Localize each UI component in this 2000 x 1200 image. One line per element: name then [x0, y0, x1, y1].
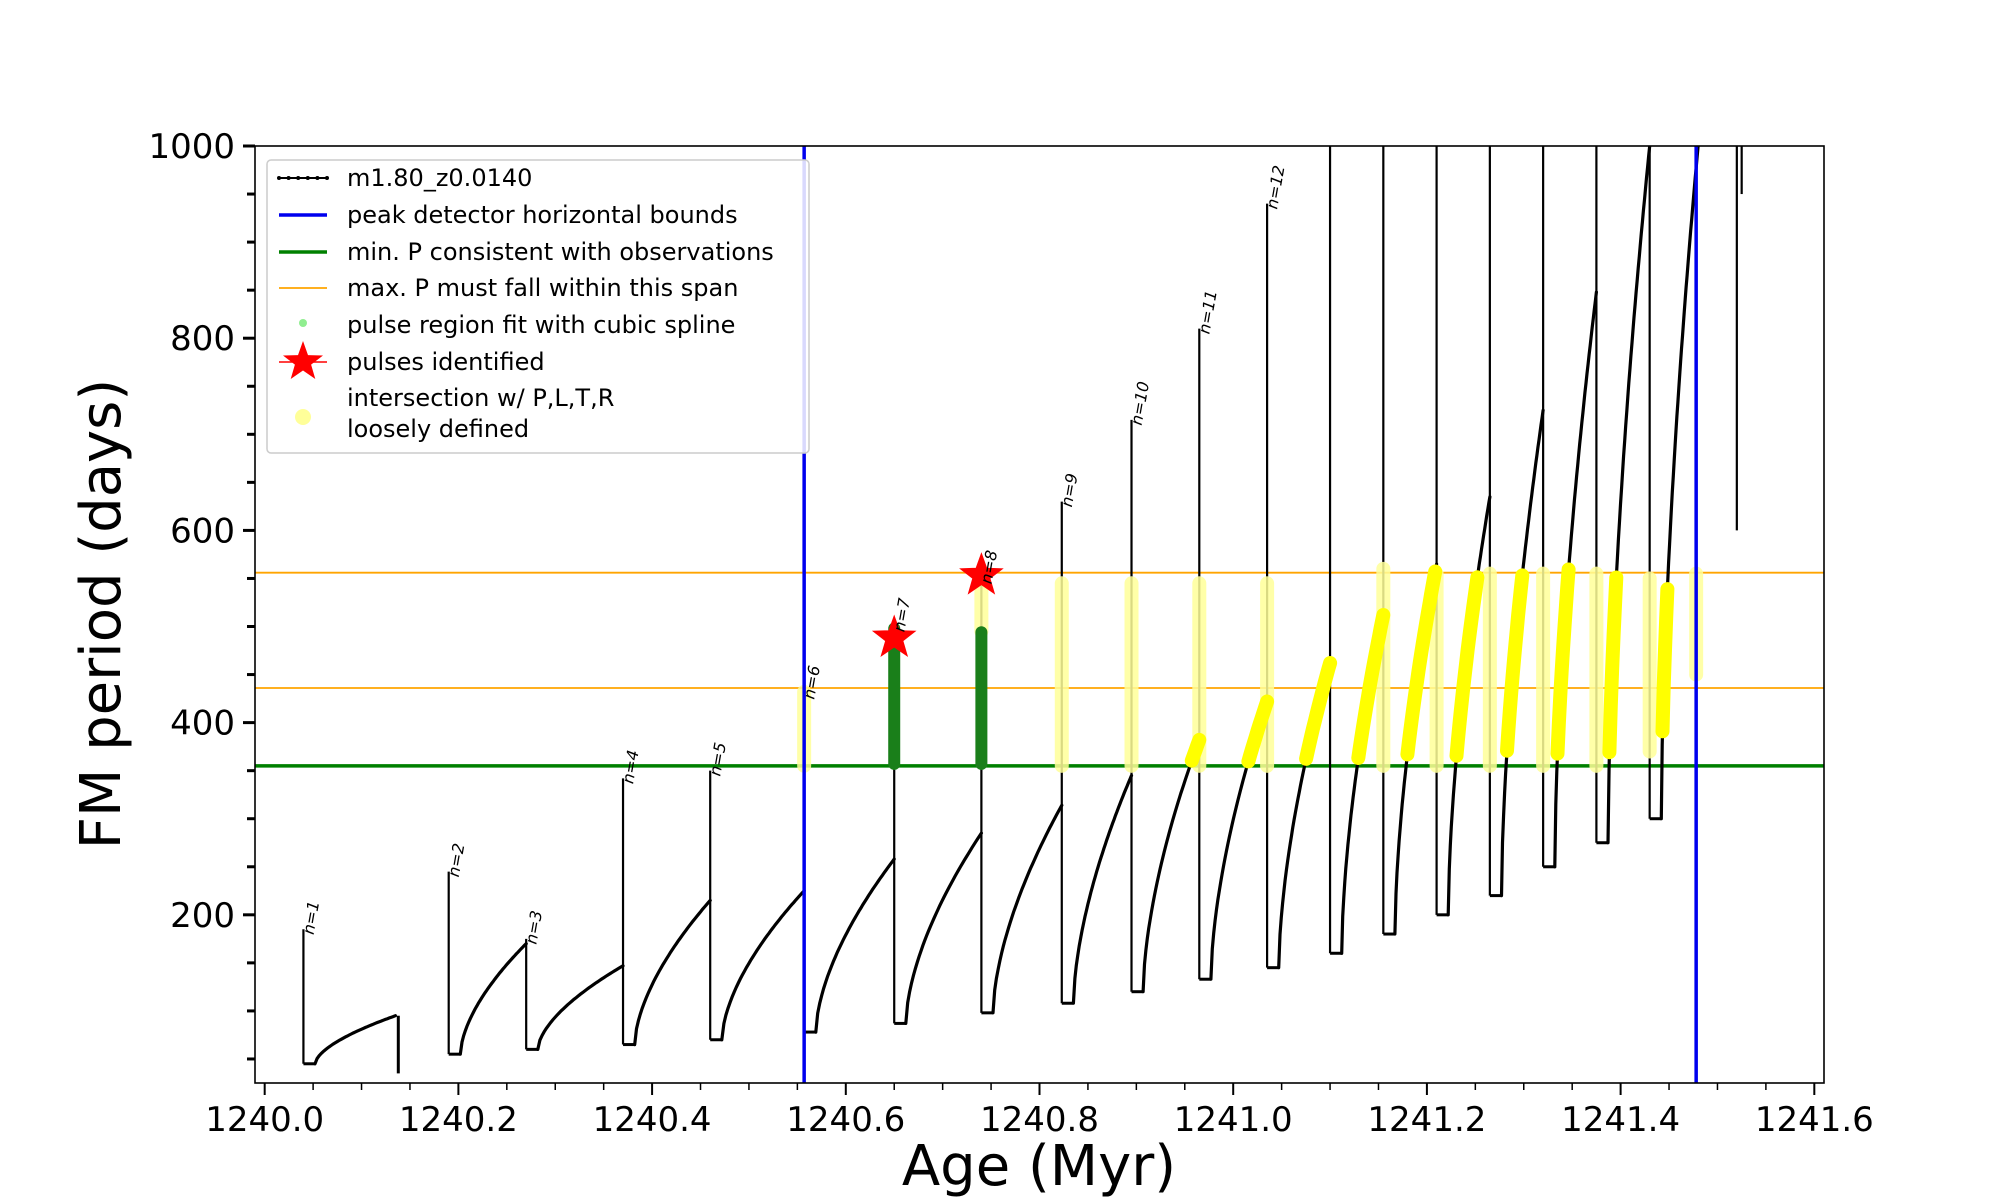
- intersection-arc: [1241, 694, 1275, 769]
- intersection-arc: [1400, 564, 1443, 762]
- x-tick-label: 1240.8: [980, 1100, 1099, 1140]
- legend-label: pulses identified: [347, 348, 545, 376]
- intersection-arc: [1299, 656, 1338, 766]
- pulse-label: n=11: [1195, 289, 1221, 336]
- intersection-arc: [1351, 608, 1391, 765]
- intersection-arc: [1184, 732, 1207, 768]
- pulse-label: n=3: [521, 909, 546, 946]
- legend-label: max. P must fall within this span: [347, 274, 738, 302]
- x-tick-label: 1240.0: [205, 1100, 324, 1140]
- pulse-label: n=12: [1262, 164, 1288, 211]
- y-tick-label: 200: [170, 896, 235, 936]
- y-tick-label: 1000: [148, 127, 235, 167]
- legend-swatch-star: [283, 341, 323, 379]
- legend-box: [266, 159, 810, 454]
- pulse-label: n=2: [444, 842, 469, 879]
- y-tick-label: 400: [170, 704, 235, 744]
- x-axis-label: Age (Myr): [902, 1134, 1176, 1199]
- pulse-label: n=9: [1057, 472, 1082, 509]
- legend-swatch-dot: [286, 176, 291, 180]
- legend-swatch-intersection: [295, 409, 311, 425]
- x-tick-label: 1240.2: [399, 1100, 518, 1140]
- x-tick-label: 1241.4: [1561, 1100, 1680, 1140]
- legend-swatch-dot: [277, 176, 281, 180]
- legend-swatch-spline: [299, 319, 307, 327]
- x-tick-label: 1240.6: [786, 1100, 905, 1140]
- intersection-arc: [1449, 570, 1485, 763]
- legend-label: m1.80_z0.0140: [347, 164, 532, 192]
- legend-swatch-dot: [315, 176, 320, 180]
- x-tick-label: 1241.0: [1174, 1100, 1293, 1140]
- intersection-arc: [1550, 562, 1576, 761]
- pulse-label: n=8: [977, 549, 1002, 586]
- legend-label: loosely defined: [347, 415, 529, 443]
- pulse-label: n=7: [889, 596, 914, 633]
- pulse-label: n=1: [299, 899, 324, 936]
- intersection-arc: [1500, 568, 1530, 758]
- y-tick-label: 800: [170, 319, 235, 359]
- y-tick-label: 600: [170, 511, 235, 551]
- pulse-star: [871, 614, 917, 658]
- legend-label: pulse region fit with cubic spline: [347, 311, 735, 339]
- legend-label: intersection w/ P,L,T,R: [347, 384, 614, 412]
- legend-swatch-dot: [296, 176, 301, 180]
- legend-swatch-dot: [325, 176, 329, 180]
- intersection-arc: [1655, 582, 1675, 739]
- pulse-label: n=5: [705, 741, 730, 778]
- pulse-label: n=10: [1127, 380, 1153, 427]
- x-tick-label: 1241.6: [1755, 1100, 1874, 1140]
- legend-label: peak detector horizontal bounds: [347, 201, 738, 229]
- legend-label: min. P consistent with observations: [347, 238, 774, 266]
- pulse-star: [959, 552, 1004, 595]
- x-tick-label: 1240.4: [593, 1100, 712, 1140]
- legend-swatch-dot: [305, 176, 310, 180]
- pulse-label: n=4: [618, 749, 643, 786]
- intersection-arc: [1602, 570, 1624, 760]
- x-tick-label: 1241.2: [1367, 1100, 1486, 1140]
- y-axis-label: FM period (days): [69, 379, 134, 849]
